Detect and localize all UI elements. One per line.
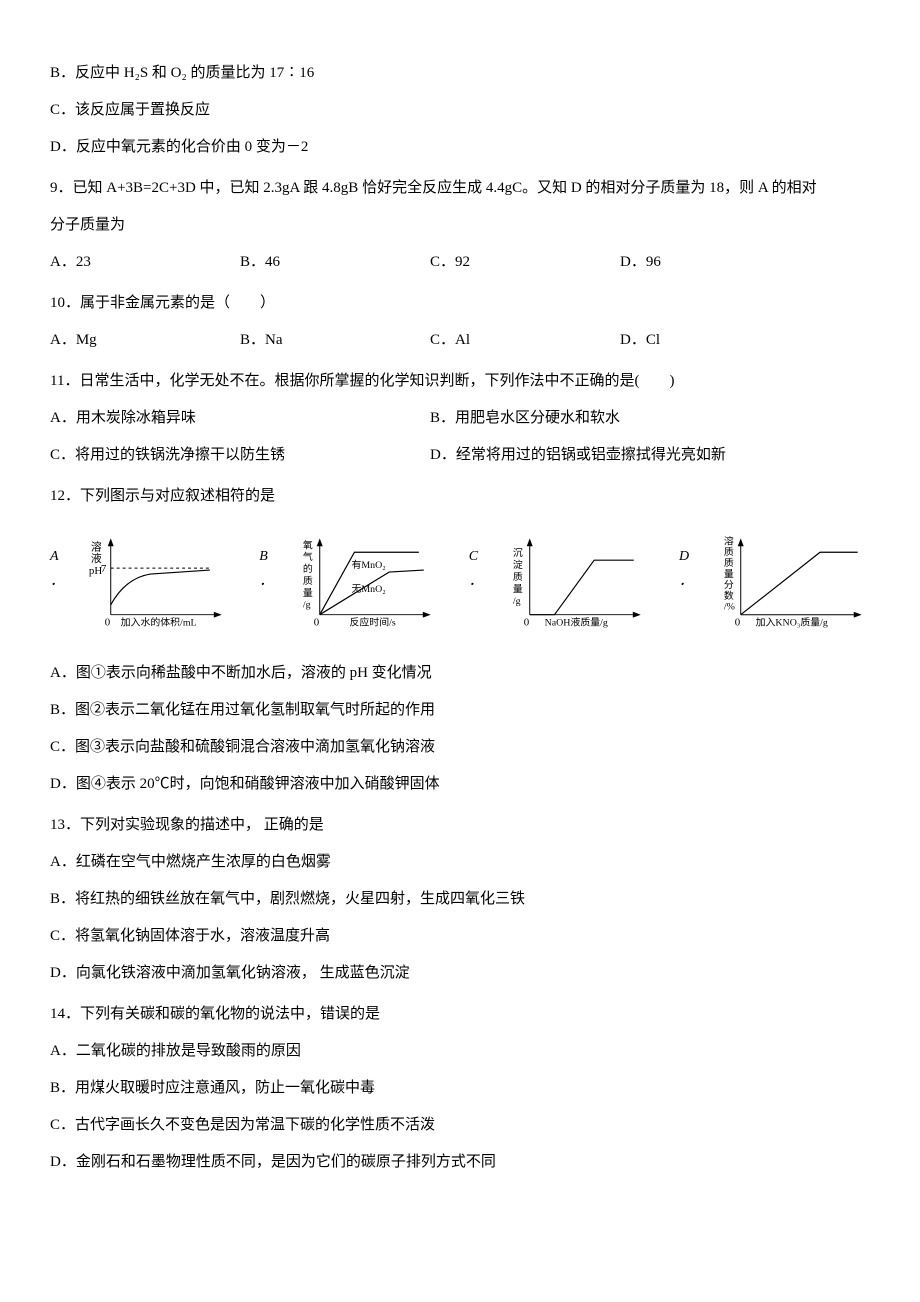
- chart-a-svg: 溶 液 pH 7 0 加入水的体积/mL: [81, 530, 230, 630]
- q12-option-d: D．图④表示 20℃时，向饱和硝酸钾溶液中加入硝酸钾固体: [50, 771, 870, 798]
- q9-option-d: D．96: [620, 249, 810, 276]
- svg-text:溶: 溶: [90, 539, 101, 553]
- q9-options: A．23 B．46 C．92 D．96: [50, 249, 870, 276]
- svg-text:溶: 溶: [724, 534, 734, 547]
- q13-option-a: A．红磷在空气中燃烧产生浓厚的白色烟雾: [50, 849, 870, 876]
- q9-option-b: B．46: [240, 249, 430, 276]
- q13-option-d: D．向氯化铁溶液中滴加氢氧化钠溶液， 生成蓝色沉淀: [50, 960, 870, 987]
- q12-option-c: C．图③表示向盐酸和硫酸铜混合溶液中滴加氢氧化钠溶液: [50, 734, 870, 761]
- svg-text:氧: 氧: [303, 538, 313, 551]
- svg-text:0: 0: [735, 617, 741, 629]
- q11-options-row1: A．用木炭除冰箱异味 B．用肥皂水区分硬水和软水: [50, 405, 870, 432]
- q12-option-b: B．图②表示二氧化锰在用过氧化氢制取氧气时所起的作用: [50, 697, 870, 724]
- svg-text:沉: 沉: [513, 546, 523, 559]
- svg-text:0: 0: [104, 617, 110, 629]
- svg-text:量: 量: [724, 568, 734, 580]
- svg-text:/g: /g: [303, 600, 311, 611]
- svg-text:质: 质: [724, 557, 734, 569]
- q14-option-a: A．二氧化碳的排放是导致酸雨的原因: [50, 1038, 870, 1065]
- chart-c-block: C ． 沉 淀 质 量 /g 0 NaOH液质量/g: [469, 530, 649, 630]
- svg-text:量: 量: [513, 583, 523, 595]
- q10-option-d: D．Cl: [620, 327, 810, 354]
- svg-text:淀: 淀: [513, 558, 523, 571]
- q12-option-a: A．图①表示向稀盐酸中不断加水后，溶液的 pH 变化情况: [50, 660, 870, 687]
- q11-option-c: C．将用过的铁锅洗净擦干以防生锈: [50, 442, 430, 469]
- svg-text:/%: /%: [724, 602, 735, 613]
- svg-text:加入KNO₃质量/g: 加入KNO₃质量/g: [756, 617, 828, 629]
- svg-text:NaOH液质量/g: NaOH液质量/g: [545, 616, 608, 629]
- chart-a-label: A ．: [50, 544, 76, 630]
- svg-text:/g: /g: [513, 596, 521, 607]
- svg-text:数: 数: [724, 589, 734, 602]
- q13-stem: 13．下列对实验现象的描述中， 正确的是: [50, 812, 870, 839]
- chart-d-label: D ．: [679, 544, 706, 630]
- svg-text:质: 质: [724, 546, 734, 558]
- q8-option-b: B．反应中 H₂S 和 O₂ 的质量比为 17∶16: [50, 60, 870, 87]
- chart-b-label: B ．: [259, 544, 285, 630]
- svg-text:反应时间/s: 反应时间/s: [350, 616, 396, 629]
- q8-option-c: C．该反应属于置换反应: [50, 97, 870, 124]
- q8-option-d: D．反应中氧元素的化合价由 0 变为－2: [50, 134, 870, 161]
- q14-stem: 14．下列有关碳和碳的氧化物的说法中，错误的是: [50, 1001, 870, 1028]
- q11-options-row2: C．将用过的铁锅洗净擦干以防生锈 D．经常将用过的铝锅或铝壶擦拭得光亮如新: [50, 442, 870, 469]
- q11-option-a: A．用木炭除冰箱异味: [50, 405, 430, 432]
- svg-text:有MnO₂: 有MnO₂: [352, 558, 386, 571]
- q12-stem: 12．下列图示与对应叙述相符的是: [50, 483, 870, 510]
- q10-option-b: B．Na: [240, 327, 430, 354]
- q11-option-d: D．经常将用过的铝锅或铝壶擦拭得光亮如新: [430, 442, 810, 469]
- q10-options: A．Mg B．Na C．Al D．Cl: [50, 327, 870, 354]
- chart-a-block: A ． 溶 液 pH 7 0 加入水的体积/mL: [50, 530, 229, 630]
- chart-c-label: C ．: [469, 544, 496, 630]
- q13-option-b: B．将红热的细铁丝放在氧气中，剧烈燃烧，火星四射，生成四氧化三铁: [50, 886, 870, 913]
- q10-option-c: C．Al: [430, 327, 620, 354]
- svg-text:的: 的: [303, 562, 313, 575]
- q14-option-b: B．用煤火取暖时应注意通风，防止一氧化碳中毒: [50, 1075, 870, 1102]
- q11-stem: 11．日常生活中，化学无处不在。根据你所掌握的化学知识判断，下列作法中不正确的是…: [50, 368, 870, 395]
- svg-text:无MnO₂: 无MnO₂: [352, 584, 386, 595]
- svg-text:气: 气: [303, 550, 313, 563]
- chart-b-block: B ． 氧 气 的 质 量 /g 有MnO₂ 无MnO₂ 0 反应时间/s: [259, 530, 439, 630]
- q9-stem-line1: 9．已知 A+3B=2C+3D 中，已知 2.3gA 跟 4.8gB 恰好完全反…: [50, 175, 870, 202]
- svg-text:0: 0: [314, 617, 320, 629]
- svg-text:分: 分: [724, 579, 734, 591]
- q9-option-c: C．92: [430, 249, 620, 276]
- q10-stem: 10．属于非金属元素的是（ ）: [50, 290, 870, 317]
- q14-option-d: D．金刚石和石墨物理性质不同，是因为它们的碳原子排列方式不同: [50, 1149, 870, 1176]
- svg-text:量: 量: [303, 587, 313, 599]
- svg-text:加入水的体积/mL: 加入水的体积/mL: [120, 616, 196, 629]
- svg-text:质: 质: [513, 571, 523, 583]
- q12-charts: A ． 溶 液 pH 7 0 加入水的体积/mL B ． 氧 气 的 质 量: [50, 530, 870, 630]
- svg-text:质: 质: [303, 575, 313, 587]
- svg-text:7: 7: [100, 563, 106, 575]
- q13-option-c: C．将氢氧化钠固体溶于水，溶液温度升高: [50, 923, 870, 950]
- q9-option-a: A．23: [50, 249, 240, 276]
- q11-option-b: B．用肥皂水区分硬水和软水: [430, 405, 810, 432]
- chart-d-svg: 溶 质 质 量 分 数 /% 0 加入KNO₃质量/g: [711, 530, 870, 630]
- q9-stem-line2: 分子质量为: [50, 212, 870, 239]
- q14-option-c: C．古代字画长久不变色是因为常温下碳的化学性质不活泼: [50, 1112, 870, 1139]
- chart-c-svg: 沉 淀 质 量 /g 0 NaOH液质量/g: [500, 530, 649, 630]
- chart-b-svg: 氧 气 的 质 量 /g 有MnO₂ 无MnO₂ 0 反应时间/s: [290, 530, 439, 630]
- svg-text:0: 0: [524, 617, 530, 629]
- chart-d-block: D ． 溶 质 质 量 分 数 /% 0 加入KNO₃质量/g: [679, 530, 870, 630]
- q10-option-a: A．Mg: [50, 327, 240, 354]
